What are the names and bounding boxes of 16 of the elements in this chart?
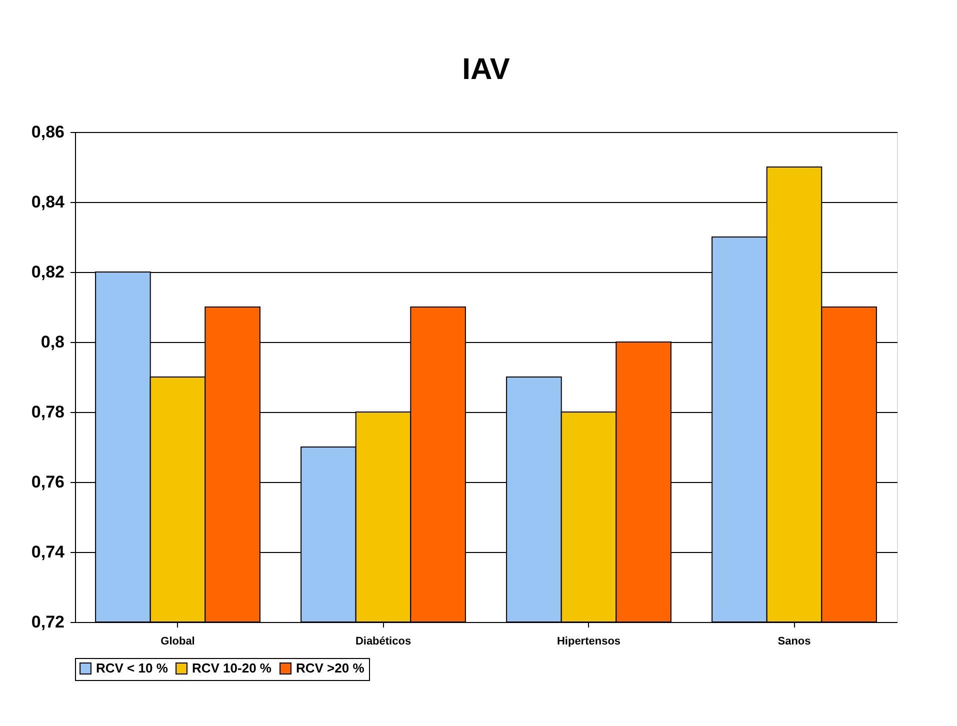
legend-label: RCV < 10 % bbox=[96, 660, 168, 676]
y-tick-label: 0,78 bbox=[31, 402, 64, 422]
x-tick-label: Global bbox=[160, 636, 195, 648]
y-tick-label: 0,74 bbox=[31, 542, 66, 562]
y-tick-label: 0,8 bbox=[40, 332, 64, 352]
legend-label: RCV >20 % bbox=[296, 660, 365, 676]
x-tick-label: Sanos bbox=[778, 636, 811, 648]
chart-title: IAV bbox=[462, 53, 510, 86]
legend-label: RCV 10-20 % bbox=[192, 660, 272, 676]
y-tick-label: 0,84 bbox=[31, 192, 66, 212]
y-tick-label: 0,82 bbox=[31, 262, 64, 282]
x-tick-label: Diabéticos bbox=[355, 636, 412, 648]
x-tick-label: Hipertensos bbox=[556, 636, 621, 648]
y-tick-label: 0,86 bbox=[31, 122, 64, 142]
y-tick-label: 0,76 bbox=[31, 472, 64, 492]
y-tick-label: 0,72 bbox=[31, 612, 64, 632]
